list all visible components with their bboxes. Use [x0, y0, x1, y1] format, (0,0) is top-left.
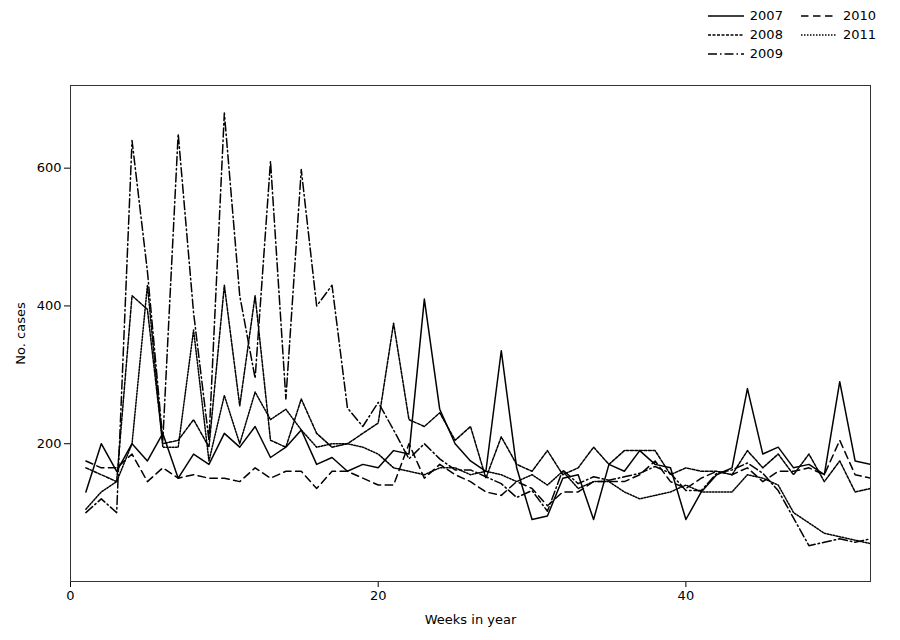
svg-text:20: 20	[370, 588, 387, 603]
svg-text:200: 200	[37, 436, 62, 451]
svg-text:0: 0	[66, 588, 74, 603]
svg-text:40: 40	[678, 588, 695, 603]
html-text:2009: 2009	[749, 46, 783, 61]
html-text:2008: 2008	[749, 27, 783, 42]
svg-text:600: 600	[37, 160, 62, 175]
svg-text:Weeks in year: Weeks in year	[425, 612, 517, 627]
svg-text:No. cases: No. cases	[13, 302, 28, 365]
html-text:2007: 2007	[749, 8, 783, 23]
html-text:2011: 2011	[842, 27, 876, 42]
svg-text:400: 400	[37, 298, 62, 313]
html-text:2010: 2010	[842, 8, 876, 23]
